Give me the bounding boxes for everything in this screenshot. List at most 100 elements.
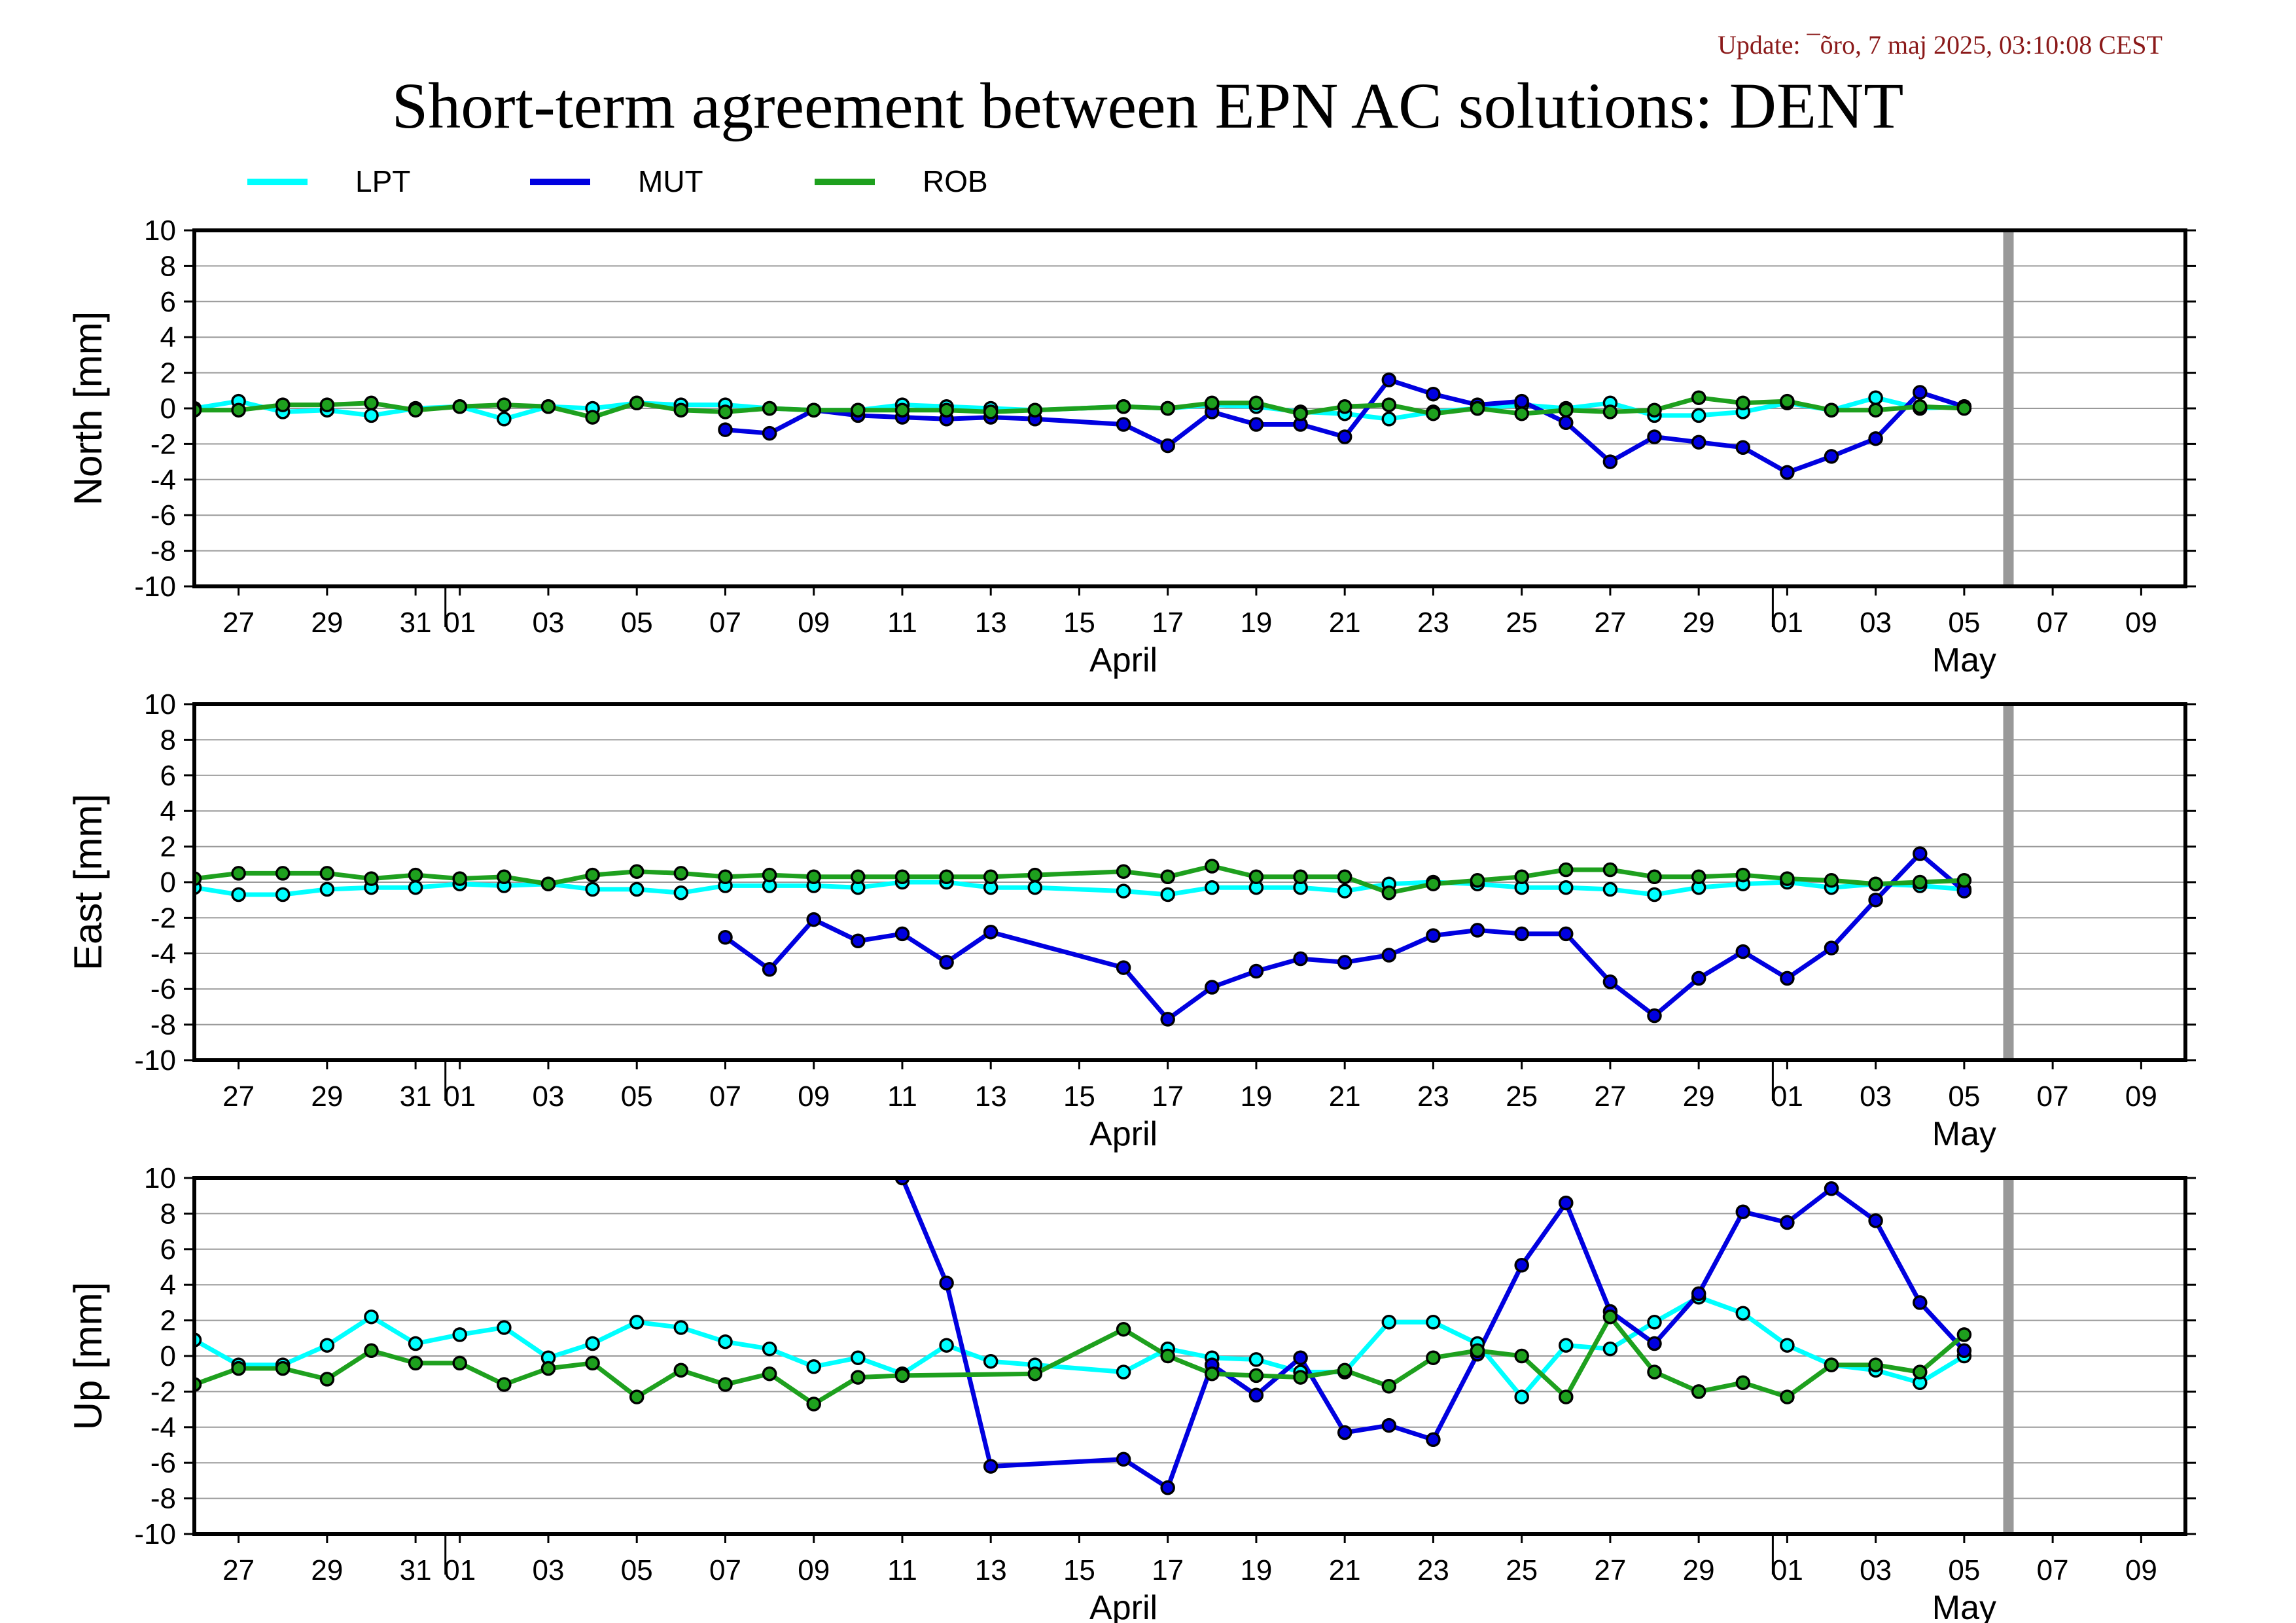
x-tick-label: 17 xyxy=(1152,1554,1184,1586)
point-rob xyxy=(585,410,600,425)
point-rob xyxy=(1116,1321,1131,1337)
point-mut xyxy=(1337,1425,1352,1440)
point-mut xyxy=(1602,454,1618,469)
x-tick-label: 05 xyxy=(621,1080,653,1113)
x-tick-label: 29 xyxy=(311,1554,343,1586)
series-line-rob xyxy=(194,864,1965,895)
point-rob xyxy=(1824,873,1839,888)
point-mut xyxy=(806,912,821,927)
point-mut xyxy=(1381,948,1397,963)
x-tick-label: 07 xyxy=(709,1080,741,1113)
point-rob xyxy=(1602,1309,1618,1325)
point-rob xyxy=(1913,1364,1928,1380)
point-mut xyxy=(1602,974,1618,990)
plot-frame xyxy=(192,1176,2187,1536)
point-mut xyxy=(1426,1432,1441,1448)
point-rob xyxy=(452,399,467,414)
point-lpt xyxy=(939,1338,954,1353)
point-rob xyxy=(497,869,512,885)
x-tick-label: 03 xyxy=(1860,607,1892,639)
point-rob xyxy=(540,876,556,891)
y-tick-label: 4 xyxy=(160,1269,176,1301)
point-lpt xyxy=(319,882,335,897)
series-line-mut xyxy=(725,378,1965,475)
y-tick-label: 2 xyxy=(160,831,176,863)
point-rob xyxy=(1426,1350,1441,1365)
x-tick-label: 05 xyxy=(621,607,653,639)
x-tick-label: 27 xyxy=(1594,1080,1626,1113)
point-rob xyxy=(1913,874,1928,890)
x-tick-label: 17 xyxy=(1152,1080,1184,1113)
point-mut xyxy=(1647,1336,1662,1351)
y-tick-label: -4 xyxy=(150,1412,176,1444)
x-tick-label: 07 xyxy=(2037,1080,2069,1113)
point-rob xyxy=(319,1372,335,1387)
point-rob xyxy=(540,1361,556,1376)
x-tick-label: 29 xyxy=(311,1080,343,1113)
point-rob xyxy=(1602,862,1618,878)
point-mut xyxy=(1868,1213,1883,1228)
point-lpt xyxy=(364,408,379,423)
point-lpt xyxy=(1381,1315,1397,1330)
point-rob xyxy=(1205,1366,1220,1382)
point-lpt xyxy=(452,1327,467,1342)
point-mut xyxy=(1647,1008,1662,1024)
point-mut xyxy=(1205,980,1220,995)
point-mut xyxy=(939,1275,954,1291)
point-mut xyxy=(1559,415,1574,431)
y-tick-label: 2 xyxy=(160,357,176,389)
point-rob xyxy=(1337,869,1352,885)
point-mut xyxy=(1160,1012,1175,1027)
x-tick-label: 07 xyxy=(709,1554,741,1586)
point-mut xyxy=(1470,923,1485,938)
point-mut xyxy=(762,425,777,441)
point-rob xyxy=(1691,869,1706,885)
y-tick-label: -10 xyxy=(134,1518,176,1550)
x-tick-label: 23 xyxy=(1417,607,1449,639)
point-mut xyxy=(1116,960,1131,975)
point-lpt xyxy=(408,1336,423,1351)
point-mut xyxy=(1514,1258,1529,1273)
x-tick-label: 23 xyxy=(1417,1554,1449,1586)
x-tick-label: 09 xyxy=(798,1080,830,1113)
point-rob xyxy=(1160,869,1175,885)
point-mut xyxy=(1248,417,1264,432)
point-lpt xyxy=(585,1336,600,1351)
legend-label-lpt: LPT xyxy=(355,164,410,198)
point-rob xyxy=(364,395,379,411)
x-tick-label: 07 xyxy=(2037,607,2069,639)
point-rob xyxy=(1205,395,1220,411)
point-rob xyxy=(1248,1368,1264,1383)
point-mut xyxy=(1691,435,1706,450)
point-rob xyxy=(497,1377,512,1392)
point-rob xyxy=(319,866,335,881)
x-tick-label: 19 xyxy=(1240,607,1272,639)
x-tick-label: 03 xyxy=(1860,1554,1892,1586)
x-tick-label: 07 xyxy=(709,607,741,639)
point-mut xyxy=(1337,429,1352,444)
x-tick-label: 13 xyxy=(975,607,1007,639)
point-mut xyxy=(1824,940,1839,955)
point-rob xyxy=(408,867,423,883)
point-rob xyxy=(1205,859,1220,874)
point-rob xyxy=(1956,401,1972,416)
point-mut xyxy=(1559,926,1574,942)
x-tick-label: 01 xyxy=(1771,1554,1803,1586)
x-tick-label: 31 xyxy=(400,607,432,639)
y-tick-label: -8 xyxy=(150,535,176,567)
x-tick-label: 29 xyxy=(311,607,343,639)
point-lpt xyxy=(319,1338,335,1353)
x-tick-label: 01 xyxy=(1771,1080,1803,1113)
y-tick-label: -2 xyxy=(150,902,176,934)
point-lpt xyxy=(629,1315,645,1330)
current-date-marker xyxy=(2003,230,2014,586)
point-lpt xyxy=(1160,887,1175,902)
point-rob xyxy=(1559,1389,1574,1404)
x-tick-label: 15 xyxy=(1063,607,1095,639)
point-lpt xyxy=(1337,883,1352,899)
x-tick-label: 15 xyxy=(1063,1554,1095,1586)
point-rob xyxy=(1116,399,1131,414)
point-lpt xyxy=(806,1359,821,1374)
y-tick-label: 10 xyxy=(144,1162,176,1194)
